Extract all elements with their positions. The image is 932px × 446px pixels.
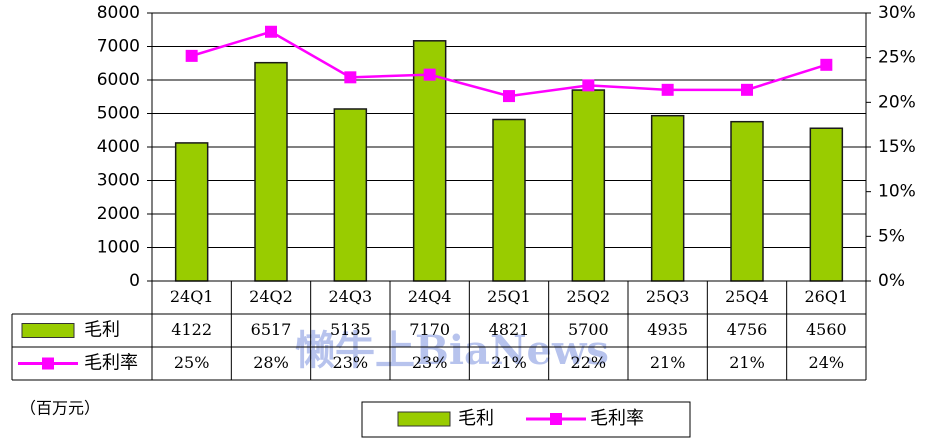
marker [741,83,753,96]
y-tick-label: 0 [129,271,140,291]
legend-label: 毛利率 [590,408,644,429]
watermark: 懒牛上BiaNews [295,327,609,374]
marker [661,83,674,96]
legend-swatch [21,323,75,338]
y2-tick-label: 30% [878,3,916,23]
y2-tick-label: 10% [878,182,916,202]
table-row-label: 毛利 [84,320,120,341]
table-value: 23% [412,353,448,372]
x-tick-label: 25Q2 [567,287,611,306]
bar [174,142,209,282]
table-value: 22% [571,353,607,372]
x-tick-label: 24Q4 [408,287,452,306]
table-value: 4122 [171,320,212,339]
legend-swatch [397,411,451,427]
bar [492,118,526,282]
y2-tick-label: 20% [878,92,916,112]
table-value: 5700 [568,320,609,339]
y-tick-label: 6000 [97,70,140,90]
legend-marker [550,413,562,425]
table-value: 4821 [489,320,530,339]
x-tick-label: 24Q3 [329,287,373,306]
marker [423,68,436,81]
x-tick-label: 25Q4 [725,287,769,306]
table-value: 6517 [251,320,292,339]
y2-tick-label: 25% [878,48,916,68]
table-value: 21% [650,353,686,372]
bar [571,89,606,282]
y-tick-label: 4000 [97,137,140,157]
table-value: 21% [491,353,527,372]
bar [412,40,447,282]
table-value: 4756 [727,320,768,339]
table-value: 23% [333,353,369,372]
y-tick-label: 3000 [97,171,140,191]
table-value: 25% [174,353,210,372]
marker [820,58,833,71]
unit-note: （百万元） [20,399,100,418]
bar [333,108,368,282]
x-tick-label: 24Q1 [170,287,214,306]
marker [344,71,357,84]
y2-tick-label: 0% [878,271,905,291]
marker [503,90,515,103]
legend-label: 毛利 [458,408,494,429]
table-value: 21% [729,353,765,372]
marker [185,49,198,62]
table-value: 28% [253,353,289,372]
table-value: 24% [809,353,845,372]
bar [730,120,764,282]
y-tick-label: 8000 [97,3,140,23]
table-value: 4935 [647,320,688,339]
bar [650,114,685,282]
y2-tick-label: 15% [878,137,916,157]
marker [582,79,595,92]
legend-box [361,401,691,438]
x-tick-label: 25Q1 [487,287,531,306]
y2-tick-label: 5% [878,226,905,246]
legend-marker [42,357,54,370]
table-value: 7170 [409,320,450,339]
table-value: 5135 [330,320,371,339]
x-tick-label: 25Q3 [646,287,690,306]
y-tick-label: 5000 [97,104,140,124]
bar [809,127,844,282]
bar [254,61,288,282]
marker [265,25,277,38]
y-tick-label: 1000 [97,238,140,258]
x-tick-label: 24Q2 [249,287,293,306]
x-tick-label: 26Q1 [805,287,849,306]
table-row-label: 毛利率 [84,353,138,374]
y-tick-label: 7000 [97,37,140,57]
y-tick-label: 2000 [97,204,140,224]
table-value: 4560 [806,320,847,339]
